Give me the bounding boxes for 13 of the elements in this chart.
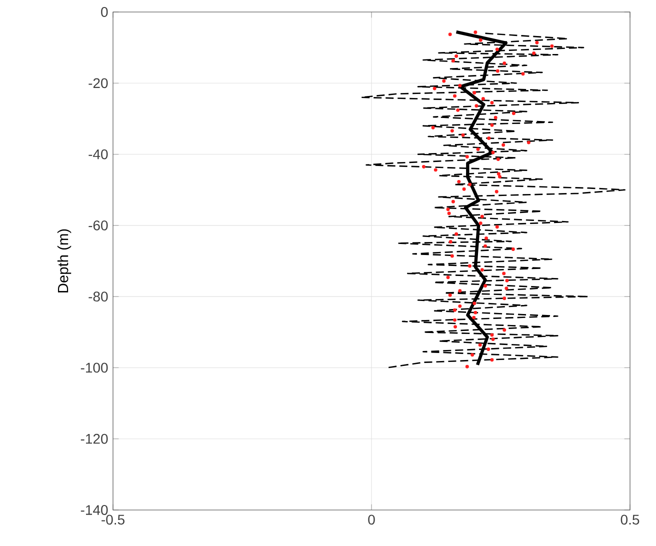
- x-tick-label: 0: [368, 514, 375, 525]
- y-tick-label: -60: [88, 220, 108, 230]
- y-tick-label: -120: [80, 434, 108, 444]
- y-tick-label: -80: [88, 292, 108, 302]
- y-tick-label: -40: [88, 149, 108, 160]
- y-tick-label: -20: [88, 78, 108, 88]
- x-tick-label: 0.5: [620, 514, 640, 525]
- x-tick-label: -0.5: [102, 514, 124, 525]
- y-tick-label: -100: [80, 362, 108, 373]
- line-series: [360, 32, 626, 368]
- y-axis-title: Depth (m): [57, 229, 72, 292]
- y-tick-label: 0: [101, 7, 108, 17]
- y-tick-label: -140: [80, 505, 108, 515]
